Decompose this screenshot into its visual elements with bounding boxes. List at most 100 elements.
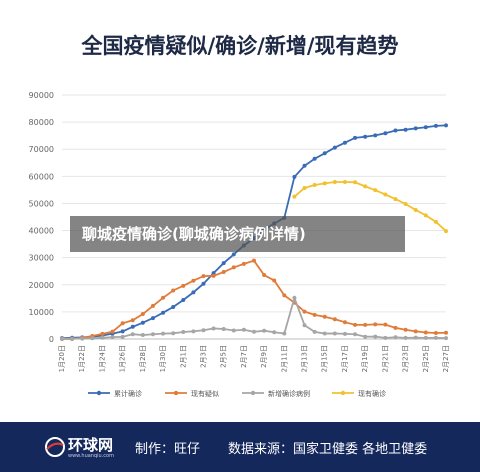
data-point — [181, 297, 186, 302]
x-tick-label: 2月27日 — [442, 345, 450, 372]
data-point — [161, 310, 166, 315]
data-point — [332, 317, 337, 322]
y-tick-label: 40000 — [29, 227, 54, 236]
data-point — [363, 184, 368, 189]
data-point — [211, 273, 216, 278]
data-point — [241, 261, 246, 266]
data-point — [363, 322, 368, 327]
data-point — [383, 192, 388, 197]
data-point — [140, 333, 145, 338]
data-point — [150, 332, 155, 337]
data-point — [353, 135, 358, 140]
data-point — [120, 321, 125, 326]
data-point — [221, 326, 226, 331]
legend-marker — [250, 390, 256, 396]
footer-bar: 环球网 www.huanqiu.com 制作：旺仔 数据来源：国家卫健委 各地卫… — [0, 422, 480, 472]
line-chart: 0 10000 20000 30000 40000 50000 60000 70000 8000… — [29, 91, 450, 398]
data-point — [100, 335, 105, 340]
data-point — [252, 329, 256, 334]
data-point — [423, 213, 428, 218]
x-axis: 1月20日 1月22日 1月24日 1月26日 1月28日 1月30日 2月1日 2月3日 2月… — [58, 345, 450, 372]
data-point — [171, 331, 176, 336]
data-point — [423, 125, 428, 130]
logo-text: 环球网 — [68, 436, 114, 454]
data-point — [403, 127, 408, 132]
data-point — [171, 305, 176, 310]
data-point — [70, 336, 75, 341]
data-point — [60, 336, 64, 341]
data-point — [322, 331, 327, 336]
data-point — [312, 156, 317, 161]
data-point — [292, 174, 297, 179]
x-tick-label: 1月26日 — [119, 345, 127, 372]
data-point — [120, 334, 125, 339]
data-point — [444, 229, 448, 234]
x-tick-label: 1月20日 — [58, 345, 66, 372]
data-point — [413, 329, 418, 334]
data-point — [181, 329, 186, 334]
data-point — [161, 295, 166, 300]
x-tick-label: 1月22日 — [78, 345, 86, 372]
data-point — [140, 320, 145, 325]
y-tick-label: 50000 — [29, 199, 54, 208]
data-point — [433, 123, 438, 128]
data-point — [302, 309, 307, 314]
data-point — [363, 334, 368, 339]
data-point — [282, 331, 287, 336]
data-point — [191, 329, 196, 334]
x-tick-label: 2月11日 — [280, 345, 288, 372]
data-point — [302, 185, 307, 190]
data-point — [373, 188, 378, 193]
data-point — [353, 332, 358, 337]
y-tick-label: 20000 — [29, 281, 54, 290]
data-point — [393, 335, 398, 340]
y-tick-label: 60000 — [29, 172, 54, 181]
data-point — [322, 181, 327, 186]
y-tick-label: 30000 — [29, 254, 54, 263]
legend-marker — [173, 390, 179, 396]
legend-label: 新增确诊病例 — [268, 389, 310, 398]
data-point — [373, 334, 378, 339]
x-tick-label: 2月1日 — [179, 345, 187, 368]
data-point — [444, 330, 448, 335]
data-point — [302, 323, 307, 328]
x-tick-label: 2月17日 — [341, 345, 349, 372]
data-point — [373, 133, 378, 138]
data-point — [342, 180, 347, 185]
overlay-caption: 聊城疫情确诊(聊城确诊病例详情) — [70, 216, 405, 252]
data-point — [201, 281, 206, 286]
data-point — [393, 197, 398, 202]
data-source: 数据来源：国家卫健委 各地卫健委 — [228, 442, 428, 457]
data-point — [342, 331, 347, 336]
data-point — [444, 336, 448, 341]
y-tick-label: 10000 — [29, 308, 54, 317]
series-line-1 — [62, 259, 447, 340]
data-point — [312, 329, 317, 334]
data-point — [413, 335, 418, 340]
x-tick-label: 2月9日 — [260, 345, 268, 368]
gridlines — [62, 94, 446, 340]
data-point — [332, 180, 337, 185]
x-tick-label: 2月7日 — [240, 345, 248, 368]
x-tick-label: 1月24日 — [98, 345, 106, 372]
data-point — [322, 151, 327, 156]
x-tick-label: 2月15日 — [321, 345, 329, 372]
y-tick-label: 90000 — [29, 91, 54, 100]
data-point — [403, 335, 408, 340]
data-point — [191, 290, 196, 295]
data-point — [201, 328, 206, 333]
data-point — [272, 278, 277, 283]
x-tick-label: 2月13日 — [301, 345, 309, 372]
data-point — [292, 194, 297, 199]
y-axis-ticks: 0 10000 20000 30000 40000 50000 60000 70000 8000… — [29, 91, 54, 344]
data-point — [444, 123, 448, 128]
data-point — [140, 312, 145, 317]
data-point — [272, 330, 277, 335]
data-point — [332, 331, 337, 336]
series-line-3 — [293, 181, 447, 232]
data-point — [433, 219, 438, 224]
data-point — [322, 314, 327, 319]
x-tick-label: 2月19日 — [361, 345, 369, 372]
data-point — [423, 330, 428, 335]
data-point — [262, 328, 267, 333]
